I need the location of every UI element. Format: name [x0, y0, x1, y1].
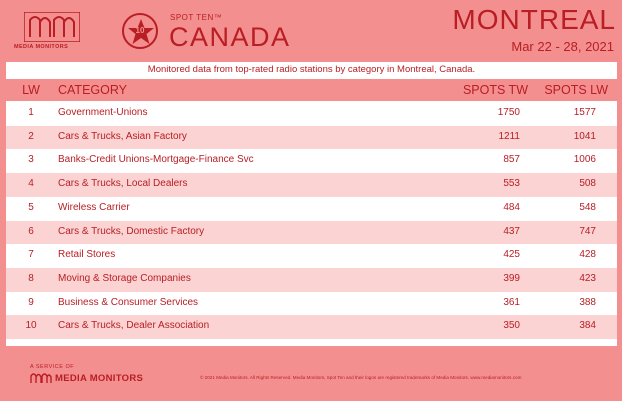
row-spots-tw: 553	[503, 178, 520, 190]
row-rank: 3	[28, 154, 34, 166]
table-subtitle: Monitored data from top-rated radio stat…	[147, 64, 476, 75]
row-category: Business & Consumer Services	[58, 296, 199, 308]
row-category: Cars & Trucks, Local Dealers	[58, 178, 188, 190]
row-spots-tw: 484	[503, 201, 520, 213]
row-spots-tw: 350	[503, 320, 520, 332]
row-category: Cars & Trucks, Dealer Association	[58, 320, 210, 332]
row-rank: 6	[28, 225, 34, 237]
footer: A SERVICE OF MEDIA MONITORS © 2021 Media…	[0, 346, 622, 401]
country-title: CANADA	[169, 22, 291, 52]
row-spots-lw: 747	[579, 225, 596, 237]
row-rank: 9	[28, 296, 34, 308]
table-row: 3 Banks-Credit Unions-Mortgage-Finance S…	[6, 149, 617, 173]
header-category: CATEGORY	[58, 83, 127, 97]
row-spots-tw: 1750	[497, 107, 520, 118]
row-spots-tw: 361	[503, 296, 520, 308]
row-spots-lw: 1041	[573, 130, 596, 142]
badge-number: 10	[135, 26, 145, 35]
row-spots-lw: 423	[579, 272, 596, 284]
row-category: Cars & Trucks, Domestic Factory	[58, 225, 205, 237]
table-row: 8 Moving & Storage Companies 399 423	[6, 267, 617, 292]
table-row: 7 Retail Stores 425 428	[6, 244, 617, 268]
row-spots-tw: 425	[503, 249, 520, 261]
row-spots-tw: 399	[503, 272, 520, 284]
spot-ten-badge: 10	[122, 13, 158, 49]
table-row: 10 Cars & Trucks, Dealer Association 350…	[6, 315, 617, 339]
row-rank: 7	[28, 249, 34, 261]
table-row: 1 Government-Unions 1750 1577	[6, 102, 617, 126]
row-category: Cars & Trucks, Asian Factory	[58, 130, 187, 142]
row-spots-lw: 384	[579, 320, 596, 332]
city-title: MONTREAL	[452, 4, 616, 35]
row-rank: 5	[28, 201, 34, 213]
header-spots-tw: SPOTS TW	[462, 83, 528, 97]
row-spots-tw: 437	[503, 225, 520, 237]
row-spots-lw: 548	[579, 201, 596, 213]
date-range: Mar 22 - 28, 2021	[511, 39, 614, 54]
row-spots-tw: 1211	[498, 130, 520, 142]
row-spots-lw: 428	[579, 249, 596, 261]
row-category: Retail Stores	[58, 249, 116, 261]
row-spots-lw: 388	[579, 296, 596, 308]
star-icon	[128, 19, 154, 44]
row-rank: 4	[28, 178, 34, 190]
row-spots-lw: 508	[579, 178, 596, 190]
row-spots-tw: 857	[503, 154, 520, 166]
table-header: LW CATEGORY SPOTS TW SPOTS LW	[6, 79, 617, 101]
row-rank: 8	[28, 272, 34, 284]
service-of-label: A SERVICE OF	[30, 364, 75, 370]
table-row: 4 Cars & Trucks, Local Dealers 553 508	[6, 173, 617, 197]
header: MEDIA MONITORS 10 SPOT TEN™ CANADA MONTR…	[0, 0, 622, 62]
data-table-card: Monitored data from top-rated radio stat…	[6, 62, 617, 346]
header-spots-lw: SPOTS LW	[544, 83, 608, 97]
row-spots-lw: 1006	[573, 154, 596, 166]
header-lw: LW	[22, 83, 40, 97]
row-spots-lw: 1577	[573, 107, 596, 118]
media-monitors-logo-icon	[24, 12, 80, 42]
row-rank: 2	[28, 130, 34, 142]
spot-ten-label: SPOT TEN™	[170, 13, 223, 22]
table-row: 9 Business & Consumer Services 361 388	[6, 292, 617, 316]
logo-text: MEDIA MONITORS	[14, 44, 69, 50]
table-row: 6 Cars & Trucks, Domestic Factory 437 74…	[6, 220, 617, 245]
row-category: Wireless Carrier	[58, 201, 130, 213]
row-category: Government-Unions	[58, 107, 148, 118]
row-category: Moving & Storage Companies	[58, 272, 191, 284]
table-row: 5 Wireless Carrier 484 548	[6, 197, 617, 221]
media-monitors-logo: MEDIA MONITORS	[14, 12, 90, 52]
footer-brand: MEDIA MONITORS	[55, 373, 144, 384]
copyright-text: © 2021 Media Monitors. All Rights Reserv…	[200, 375, 522, 380]
table-row: 2 Cars & Trucks, Asian Factory 1211 1041	[6, 125, 617, 150]
row-rank: 10	[25, 320, 37, 332]
row-rank: 1	[28, 107, 34, 118]
row-category: Banks-Credit Unions-Mortgage-Finance Svc	[58, 154, 254, 166]
media-monitors-footer-logo-icon	[30, 373, 52, 383]
